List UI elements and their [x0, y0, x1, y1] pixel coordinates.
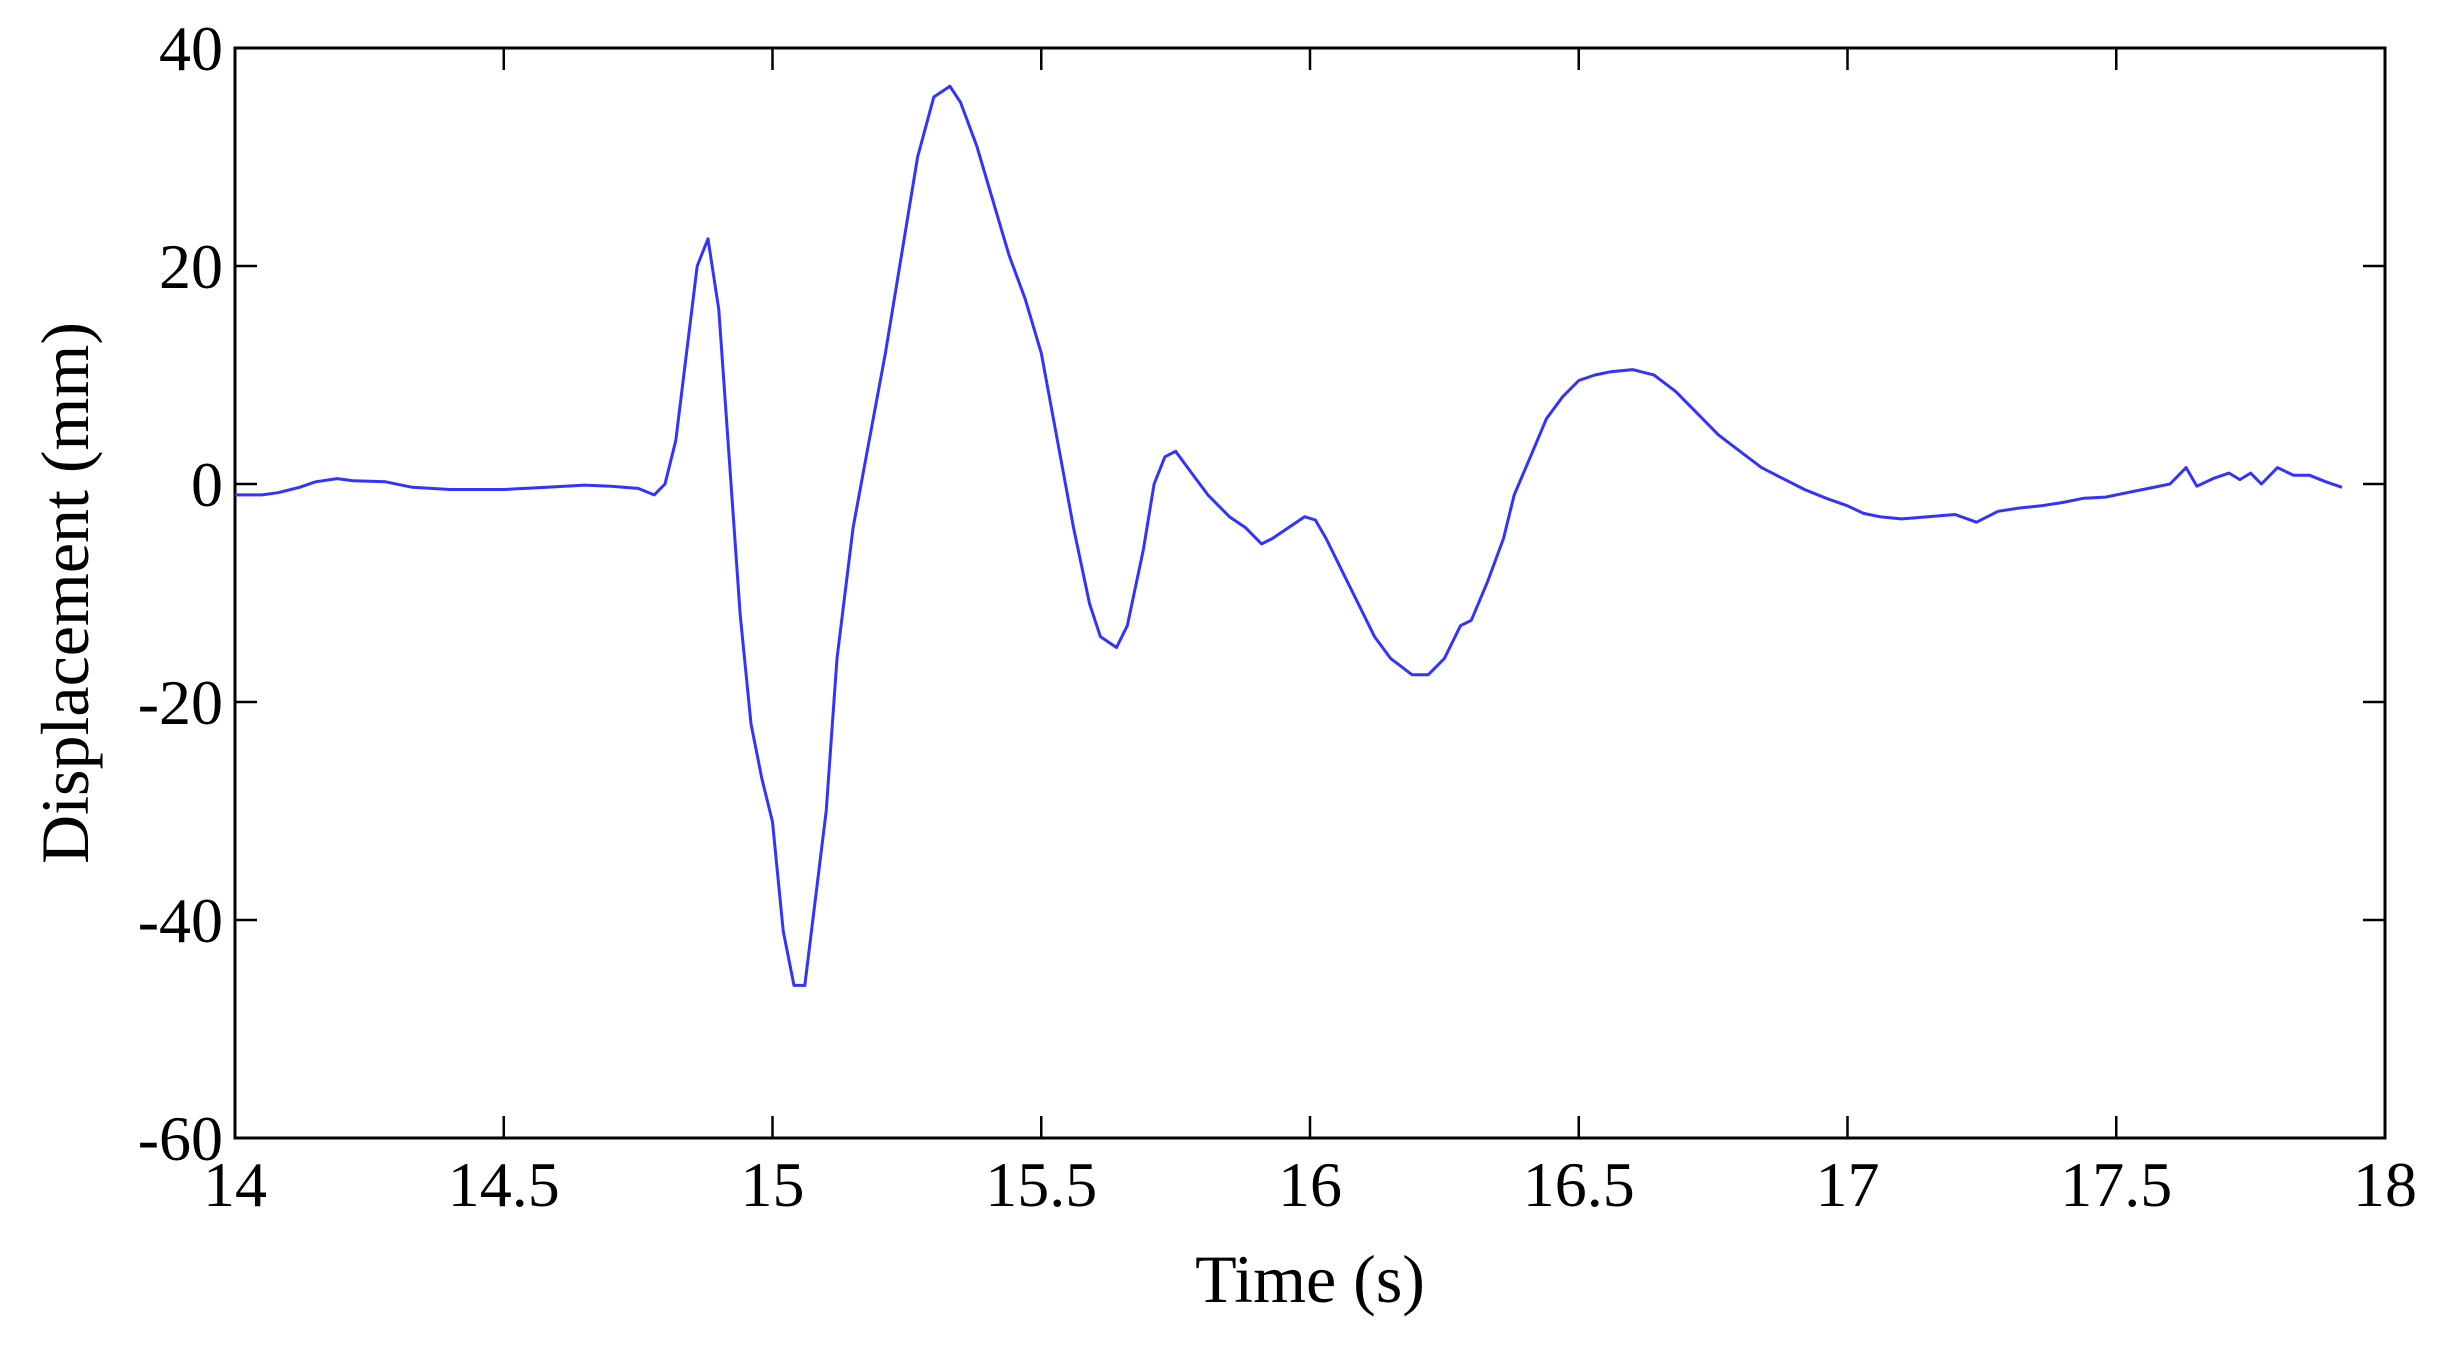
y-axis-title: Displacement (mm) — [27, 322, 103, 864]
y-axis-ticks: 40 20 0 -20 -40 -60 — [138, 13, 2385, 1174]
y-tick-label: 0 — [191, 449, 223, 520]
x-tick-label: 18 — [2353, 1149, 2417, 1220]
x-axis-title: Time (s) — [1195, 1241, 1425, 1317]
y-tick-label: 40 — [159, 13, 223, 84]
x-axis-ticks: 14 14.5 15 15.5 16 16.5 17 17.5 18 — [203, 48, 2417, 1220]
x-tick-label: 17 — [1816, 1149, 1880, 1220]
y-tick-label: 20 — [159, 231, 223, 302]
x-tick-label: 17.5 — [2060, 1149, 2172, 1220]
x-tick-label: 15 — [741, 1149, 805, 1220]
x-tick-label: 15.5 — [985, 1149, 1097, 1220]
plot-area — [233, 46, 2387, 1140]
series-layer — [235, 84, 2343, 987]
y-tick-label: -20 — [138, 667, 223, 738]
y-tick-label: -60 — [138, 1103, 223, 1174]
x-tick-label: 16 — [1278, 1149, 1342, 1220]
x-tick-label: 16.5 — [1523, 1149, 1635, 1220]
x-tick-label: 14.5 — [448, 1149, 560, 1220]
plot-frame — [233, 46, 2387, 1140]
x-tick-label: 14 — [203, 1149, 267, 1220]
displacement-series-line — [235, 84, 2343, 987]
y-tick-label: -40 — [138, 885, 223, 956]
